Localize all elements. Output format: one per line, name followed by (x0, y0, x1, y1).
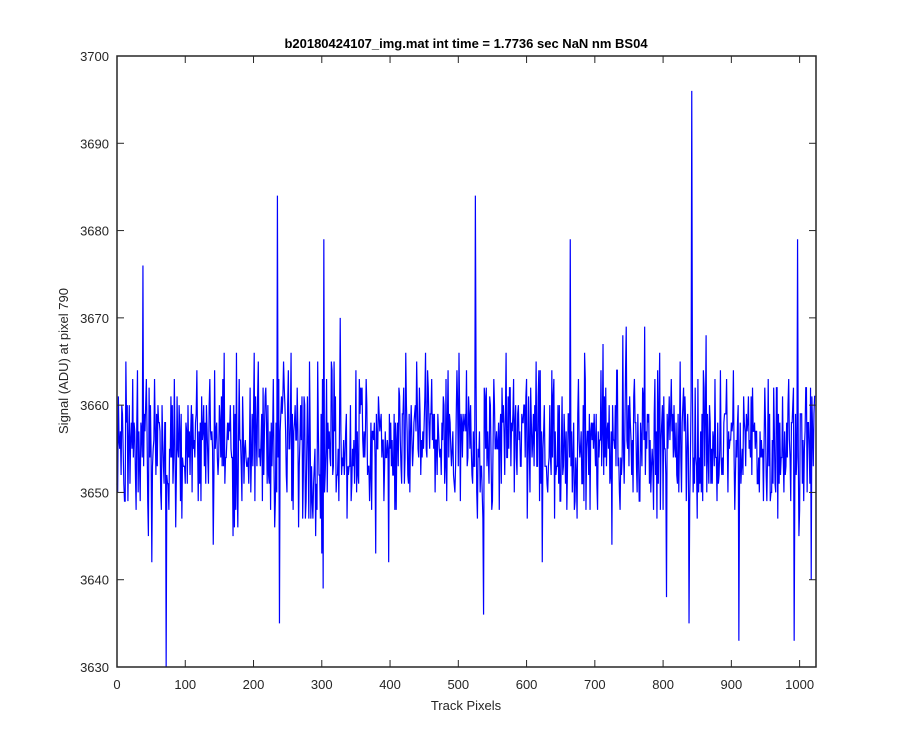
x-tick-label: 400 (379, 677, 401, 692)
y-tick-label: 3690 (80, 136, 109, 151)
chart-title: b20180424107_img.mat int time = 1.7736 s… (284, 36, 648, 51)
y-axis-ticks: 3630 3640 3650 3660 3670 3680 3690 3700 (80, 49, 816, 675)
y-axis-label: Signal (ADU) at pixel 790 (56, 288, 71, 434)
y-tick-label: 3640 (80, 573, 109, 588)
x-tick-label: 1000 (785, 677, 814, 692)
x-tick-label: 800 (652, 677, 674, 692)
y-tick-label: 3700 (80, 49, 109, 64)
y-tick-label: 3650 (80, 485, 109, 500)
signal-line (116, 90, 816, 668)
y-tick-label: 3670 (80, 311, 109, 326)
x-tick-label: 500 (447, 677, 469, 692)
signal-series (116, 90, 816, 668)
x-tick-label: 700 (584, 677, 606, 692)
x-tick-label: 200 (243, 677, 265, 692)
y-tick-label: 3680 (80, 224, 109, 239)
x-tick-label: 100 (174, 677, 196, 692)
plot-area (117, 56, 816, 667)
x-tick-label: 600 (516, 677, 538, 692)
x-tick-label: 900 (721, 677, 743, 692)
y-tick-label: 3660 (80, 398, 109, 413)
x-tick-label: 300 (311, 677, 333, 692)
y-tick-label: 3630 (80, 660, 109, 675)
x-axis-label: Track Pixels (431, 698, 502, 713)
x-axis-ticks: 0 100 200 300 400 500 600 700 800 900 1000 (113, 56, 814, 692)
plot-border (116, 55, 817, 668)
x-tick-label: 0 (113, 677, 120, 692)
